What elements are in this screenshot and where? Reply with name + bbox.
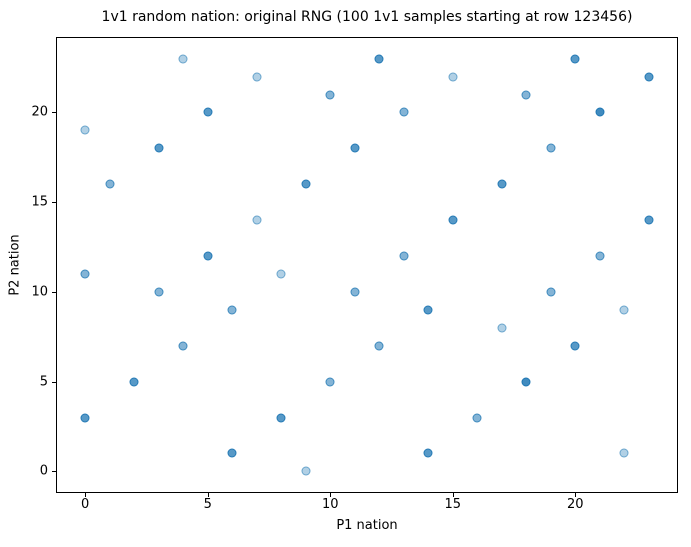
y-tick-mark	[52, 202, 56, 204]
x-tick-mark	[452, 493, 454, 497]
x-axis-label: P1 nation	[336, 518, 398, 533]
data-point	[472, 413, 482, 423]
data-point	[595, 107, 605, 117]
x-tick-mark	[575, 493, 577, 497]
data-point	[448, 215, 458, 225]
data-point	[497, 179, 507, 189]
data-point	[203, 251, 213, 261]
x-tick-label: 20	[567, 497, 584, 512]
data-point	[374, 54, 384, 64]
data-point	[301, 179, 311, 189]
data-point	[374, 341, 384, 351]
data-point	[423, 448, 433, 458]
data-point	[570, 341, 580, 351]
data-point	[619, 305, 629, 315]
data-point	[350, 287, 360, 297]
y-tick-mark	[52, 381, 56, 383]
data-point	[644, 72, 654, 82]
y-tick-label: 10	[31, 284, 48, 300]
data-point	[350, 143, 360, 153]
x-tick-label: 5	[203, 497, 212, 512]
data-point	[570, 54, 580, 64]
data-point	[423, 305, 433, 315]
x-tick-label: 15	[444, 497, 462, 512]
data-point	[178, 54, 188, 64]
data-point	[276, 269, 286, 279]
data-point	[399, 107, 409, 117]
y-tick-mark	[52, 291, 56, 293]
x-tick-mark	[207, 493, 209, 497]
x-tick-label: 0	[81, 497, 90, 512]
data-point	[325, 377, 335, 387]
data-point	[644, 215, 654, 225]
y-tick-label: 15	[31, 194, 48, 210]
y-tick-label: 20	[31, 104, 48, 120]
data-point	[80, 413, 90, 423]
data-point	[399, 251, 409, 261]
data-point	[448, 72, 458, 82]
plot-area: 0 5 10 15 20 0 5 10 15 20	[31, 37, 678, 512]
y-tick-label: 0	[39, 463, 48, 479]
data-point	[252, 215, 262, 225]
data-point	[276, 413, 286, 423]
data-point	[80, 125, 90, 135]
data-point	[227, 305, 237, 315]
data-point	[521, 377, 531, 387]
x-tick-mark	[85, 493, 87, 497]
data-point	[546, 143, 556, 153]
data-point	[252, 72, 262, 82]
y-tick-mark	[52, 112, 56, 114]
data-point	[154, 143, 164, 153]
data-point	[521, 90, 531, 100]
x-tick-mark	[330, 493, 332, 497]
data-point	[203, 107, 213, 117]
chart-title: 1v1 random nation: original RNG (100 1v1…	[101, 9, 633, 25]
data-point	[80, 269, 90, 279]
data-point	[595, 251, 605, 261]
data-point	[619, 448, 629, 458]
data-point	[325, 90, 335, 100]
y-axis-label: P2 nation	[7, 234, 23, 296]
data-point	[129, 377, 139, 387]
y-tick-mark	[52, 471, 56, 473]
data-point	[154, 287, 164, 297]
x-tick-label: 10	[321, 497, 339, 512]
data-point	[227, 448, 237, 458]
y-tick-label: 5	[39, 374, 48, 390]
data-point	[105, 179, 115, 189]
data-point	[497, 323, 507, 333]
data-point	[178, 341, 188, 351]
data-point	[301, 466, 311, 476]
data-point	[546, 287, 556, 297]
